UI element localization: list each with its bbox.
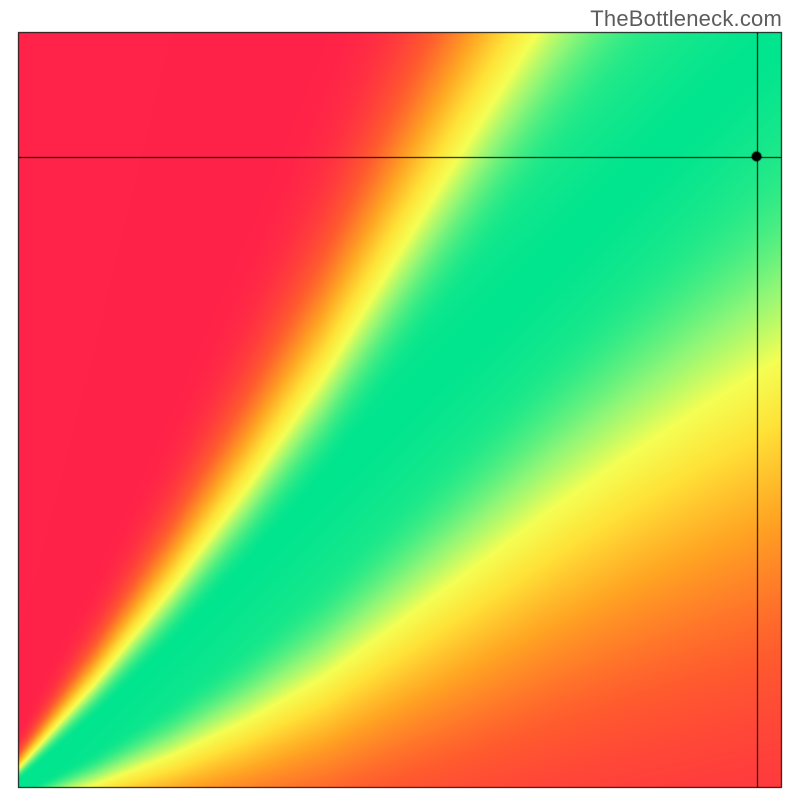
bottleneck-heatmap <box>0 0 800 800</box>
watermark-text: TheBottleneck.com <box>590 6 782 32</box>
